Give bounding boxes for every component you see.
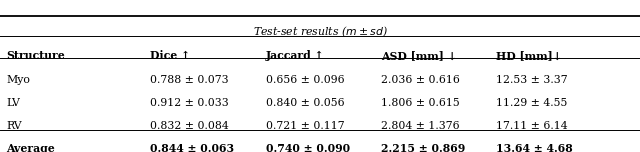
Text: 11.29 ± 4.55: 11.29 ± 4.55 — [496, 98, 568, 108]
Text: Myo: Myo — [6, 75, 30, 85]
Text: ASD [mm] ↓: ASD [mm] ↓ — [381, 50, 456, 61]
Text: 0.740 ± 0.090: 0.740 ± 0.090 — [266, 143, 349, 152]
Text: EGE CMR test dataset.: EGE CMR test dataset. — [6, 0, 133, 1]
Text: 1.806 ± 0.615: 1.806 ± 0.615 — [381, 98, 460, 108]
Text: Test-set results ($m \pm sd$): Test-set results ($m \pm sd$) — [253, 24, 387, 39]
Text: 0.721 ± 0.117: 0.721 ± 0.117 — [266, 121, 344, 131]
Text: 2.804 ± 1.376: 2.804 ± 1.376 — [381, 121, 460, 131]
Text: 0.656 ± 0.096: 0.656 ± 0.096 — [266, 75, 344, 85]
Text: 0.788 ± 0.073: 0.788 ± 0.073 — [150, 75, 229, 85]
Text: 0.840 ± 0.056: 0.840 ± 0.056 — [266, 98, 344, 108]
Text: RV: RV — [6, 121, 22, 131]
Text: 13.64 ± 4.68: 13.64 ± 4.68 — [496, 143, 573, 152]
Text: 12.53 ± 3.37: 12.53 ± 3.37 — [496, 75, 568, 85]
Text: LV: LV — [6, 98, 20, 108]
Text: 0.912 ± 0.033: 0.912 ± 0.033 — [150, 98, 229, 108]
Text: 2.036 ± 0.616: 2.036 ± 0.616 — [381, 75, 460, 85]
Text: Average: Average — [6, 143, 55, 152]
Text: 17.11 ± 6.14: 17.11 ± 6.14 — [496, 121, 568, 131]
Text: 2.215 ± 0.869: 2.215 ± 0.869 — [381, 143, 465, 152]
Text: Dice ↑: Dice ↑ — [150, 50, 191, 61]
Text: 0.832 ± 0.084: 0.832 ± 0.084 — [150, 121, 229, 131]
Text: Structure: Structure — [6, 50, 65, 61]
Text: 0.844 ± 0.063: 0.844 ± 0.063 — [150, 143, 234, 152]
Text: HD [mm]↓: HD [mm]↓ — [496, 50, 562, 61]
Text: Jaccard ↑: Jaccard ↑ — [266, 50, 324, 61]
